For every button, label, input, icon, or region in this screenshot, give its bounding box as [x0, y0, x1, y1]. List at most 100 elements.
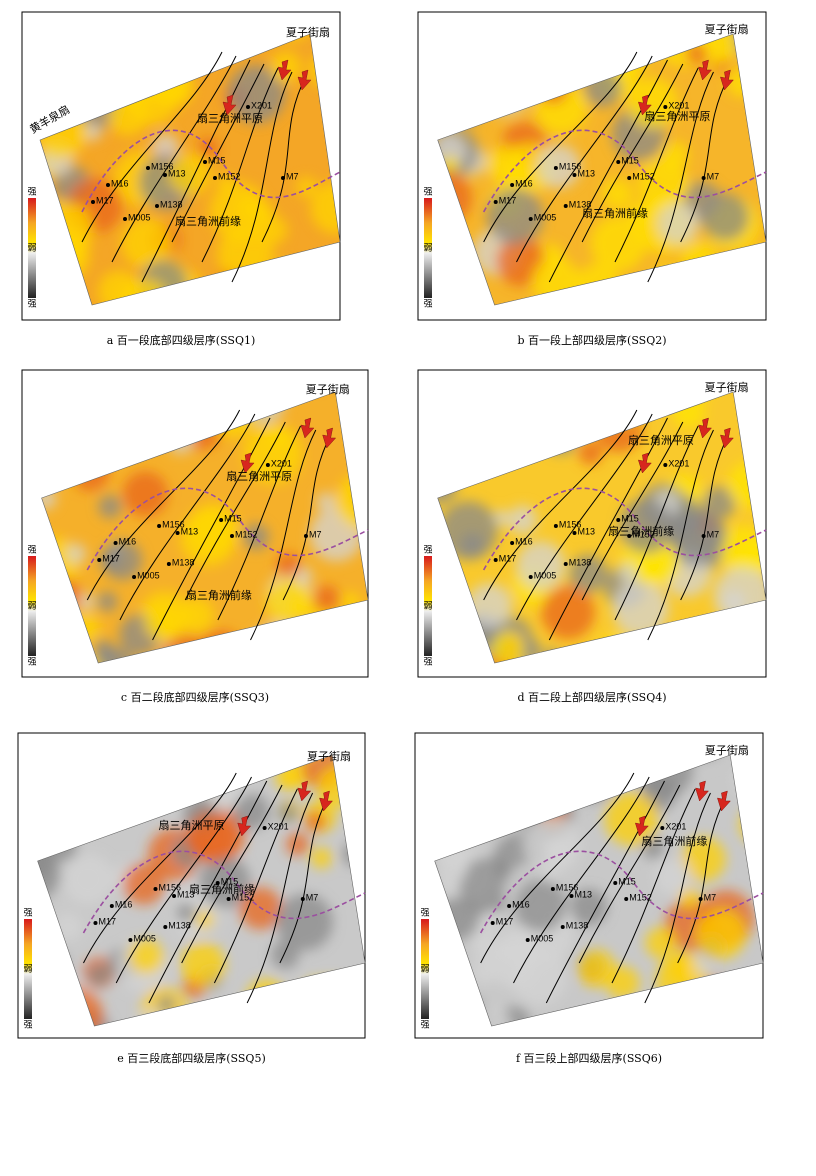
well-dot — [569, 894, 574, 898]
well-label: M15 — [618, 876, 636, 886]
well-label: M16 — [515, 536, 533, 546]
map-outline — [41, 391, 369, 664]
texture-blob — [645, 927, 677, 959]
well-label: M152 — [632, 529, 655, 539]
well-dot — [226, 897, 231, 901]
well-label: M152 — [629, 892, 652, 902]
flow-line — [213, 788, 298, 984]
texture-blob — [619, 498, 674, 554]
texture-blob — [84, 123, 102, 141]
flow-line — [115, 776, 252, 984]
well-label: M005 — [128, 212, 151, 222]
flow-line — [483, 51, 638, 243]
well-dot — [528, 575, 533, 579]
legend-label: 弱 — [27, 242, 36, 252]
flow-line — [581, 63, 684, 243]
flow-arrow — [297, 780, 312, 802]
texture-blob — [180, 941, 226, 987]
map-label: 扇三角洲平原 — [197, 111, 263, 125]
flow-line — [141, 59, 251, 283]
flow-arrow — [237, 815, 252, 837]
well-dot — [663, 105, 668, 109]
well-label: M152 — [232, 892, 255, 902]
legend-label: 强 — [423, 656, 432, 666]
flow-line — [581, 421, 684, 601]
well-dot — [627, 176, 632, 180]
flow-arrow — [297, 69, 312, 91]
well-dot — [510, 183, 515, 187]
flow-line — [279, 796, 329, 964]
flow-line — [250, 429, 317, 641]
texture-blob — [636, 158, 689, 211]
texture-blob — [681, 836, 726, 882]
flow-arrow — [698, 59, 713, 81]
texture-blob — [578, 440, 603, 465]
well-dot — [613, 881, 618, 885]
well-dot — [166, 562, 171, 566]
well-dot — [624, 897, 629, 901]
map-label: 夏子街扇 — [307, 749, 351, 763]
well-dot — [550, 887, 555, 891]
flow-line — [644, 792, 711, 1004]
texture-blob — [236, 194, 264, 223]
map-outline — [437, 33, 767, 306]
texture-blob — [187, 813, 236, 862]
well-dot — [163, 925, 168, 929]
flow-lines — [81, 51, 307, 283]
flow-line — [81, 51, 223, 243]
map-label: 扇三角洲前缘 — [608, 524, 674, 538]
texture-blob — [701, 193, 749, 241]
texture-blob — [460, 532, 485, 557]
flow-arrow — [322, 427, 337, 449]
well-label: M17 — [499, 553, 517, 563]
texture-blob — [627, 201, 652, 226]
legend-label: 强 — [27, 186, 36, 196]
flow-lines — [480, 772, 727, 1004]
well-dot — [262, 826, 267, 830]
flow-line — [282, 433, 332, 601]
flow-line — [647, 71, 714, 283]
map-label: 扇三角洲平原 — [644, 109, 710, 123]
facies-boundary — [482, 129, 767, 213]
well-dot — [106, 183, 110, 187]
map-label: 夏子街扇 — [705, 743, 749, 757]
flow-line — [548, 59, 668, 283]
well-dot — [553, 166, 558, 170]
well-label: M156 — [559, 519, 582, 529]
well-label: M005 — [534, 570, 557, 580]
facies-boundary — [479, 850, 764, 934]
map-label: 夏子街扇 — [286, 25, 330, 39]
caption: b 百一段上部四级层序(SSQ2) — [517, 333, 666, 347]
well-dot — [563, 562, 568, 566]
flow-arrow — [240, 452, 255, 474]
texture-blob — [168, 152, 212, 196]
well-label: M17 — [102, 553, 120, 563]
map-label: 扇三角洲前缘 — [186, 588, 252, 602]
map-outline — [434, 754, 764, 1027]
well-label: M156 — [162, 519, 185, 529]
flow-line — [614, 425, 699, 621]
texture-blob — [175, 902, 196, 923]
map-label: 扇三角洲前缘 — [641, 834, 707, 848]
texture-blob — [496, 236, 546, 286]
flow-arrow — [717, 790, 731, 812]
well-dot — [616, 160, 621, 164]
well-dot — [163, 173, 167, 177]
texture-blob — [692, 957, 710, 975]
well-dot — [155, 204, 159, 208]
well-label: M13 — [177, 889, 195, 899]
texture-blob — [276, 552, 301, 578]
texture-blob — [668, 510, 724, 566]
map-outline — [437, 391, 767, 664]
well-dot — [698, 897, 703, 901]
texture-blob — [62, 853, 114, 905]
map-outline — [37, 754, 366, 1027]
well-label: M15 — [221, 876, 239, 886]
legend-bar — [424, 198, 432, 298]
well-label: M13 — [168, 168, 186, 178]
